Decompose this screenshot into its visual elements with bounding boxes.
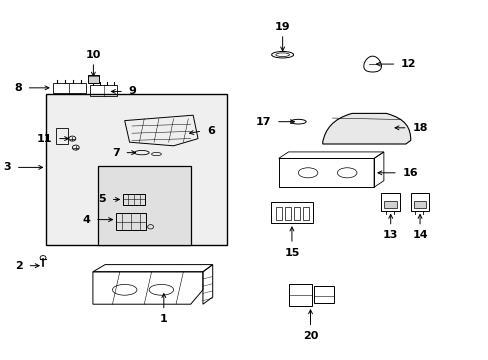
Bar: [56, 128, 68, 144]
Bar: [116, 213, 145, 230]
Text: 16: 16: [402, 168, 417, 178]
Text: 6: 6: [206, 126, 214, 136]
Text: 2: 2: [15, 261, 23, 271]
Bar: [278, 158, 373, 187]
Bar: [275, 207, 281, 220]
Bar: [284, 207, 290, 220]
Text: 17: 17: [255, 117, 271, 127]
Bar: [293, 207, 299, 220]
Text: 15: 15: [284, 248, 299, 258]
Text: 14: 14: [411, 230, 427, 240]
Text: 9: 9: [128, 86, 136, 96]
Bar: [313, 286, 334, 303]
Text: 10: 10: [85, 50, 101, 60]
Text: 19: 19: [274, 22, 290, 32]
Text: 4: 4: [82, 215, 90, 225]
Bar: [88, 75, 99, 83]
Text: 12: 12: [400, 59, 416, 69]
Bar: [413, 201, 426, 208]
Text: 5: 5: [98, 194, 106, 204]
Text: 11: 11: [37, 134, 52, 144]
Bar: [381, 193, 399, 211]
Text: 18: 18: [411, 123, 427, 133]
Text: 1: 1: [160, 314, 167, 324]
Bar: [288, 284, 311, 306]
Bar: [46, 94, 227, 245]
Bar: [271, 202, 312, 223]
Bar: [123, 194, 145, 205]
Bar: [98, 166, 190, 245]
Bar: [53, 83, 86, 93]
Bar: [410, 193, 428, 211]
Text: 13: 13: [382, 230, 398, 240]
Bar: [90, 85, 117, 96]
Text: 8: 8: [14, 83, 22, 93]
Text: 7: 7: [112, 148, 120, 158]
Bar: [302, 207, 308, 220]
Text: 20: 20: [302, 331, 318, 341]
PathPatch shape: [322, 113, 410, 144]
Text: 3: 3: [3, 162, 11, 172]
Bar: [384, 201, 396, 208]
